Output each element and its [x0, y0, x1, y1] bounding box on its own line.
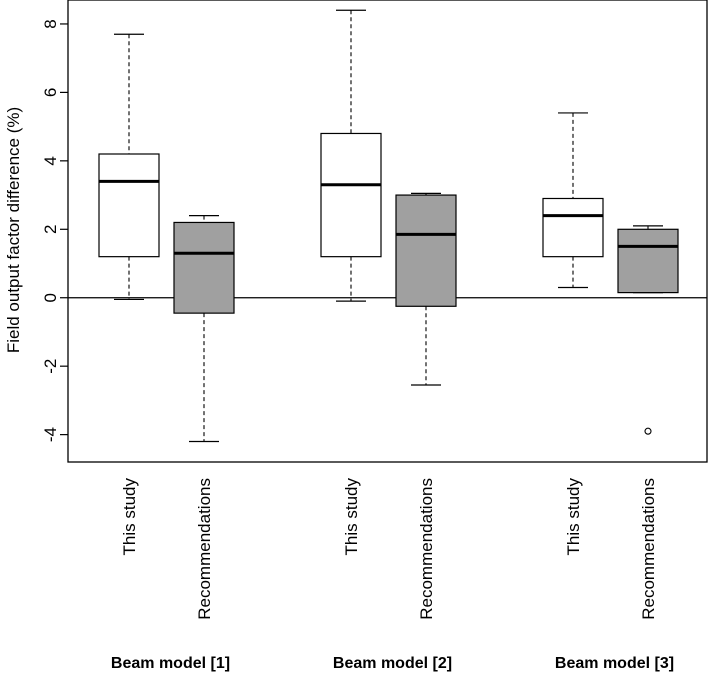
iqr-box [395, 194, 457, 307]
y-tick-label: 2 [41, 225, 60, 234]
group-label: Beam model [2] [333, 655, 452, 672]
y-tick-label: -2 [41, 359, 60, 374]
category-labels: This study Recommendations This study Recom… [120, 478, 658, 620]
category-label: Recommendations [417, 478, 436, 620]
box-group [98, 33, 235, 443]
plot-frame [67, 0, 708, 463]
y-tick-label: 6 [41, 88, 60, 97]
iqr-box [173, 221, 235, 314]
category-label: This study [120, 478, 139, 556]
box-series [98, 9, 679, 443]
box-group [542, 112, 679, 435]
y-tick-label: 4 [41, 156, 60, 165]
y-axis-title: Field output factor difference (%) [4, 107, 23, 353]
group-label: Beam model [3] [555, 655, 674, 672]
y-tick-label: 8 [41, 19, 60, 28]
category-label: This study [342, 478, 361, 556]
category-label: Recommendations [195, 478, 214, 620]
box-group [320, 9, 457, 386]
iqr-box [542, 197, 604, 258]
iqr-box [617, 228, 679, 294]
iqr-box [320, 132, 382, 258]
y-axis: -4 -2 0 2 4 6 8 [41, 19, 68, 442]
outlier-point [644, 427, 652, 435]
group-labels: Beam model [1] Beam model [2] Beam model [… [111, 655, 674, 672]
y-tick-label: -4 [41, 427, 60, 442]
category-label: Recommendations [639, 478, 658, 620]
iqr-box [98, 153, 160, 258]
category-label: This study [564, 478, 583, 556]
y-tick-label: 0 [41, 293, 60, 302]
group-label: Beam model [1] [111, 655, 230, 672]
